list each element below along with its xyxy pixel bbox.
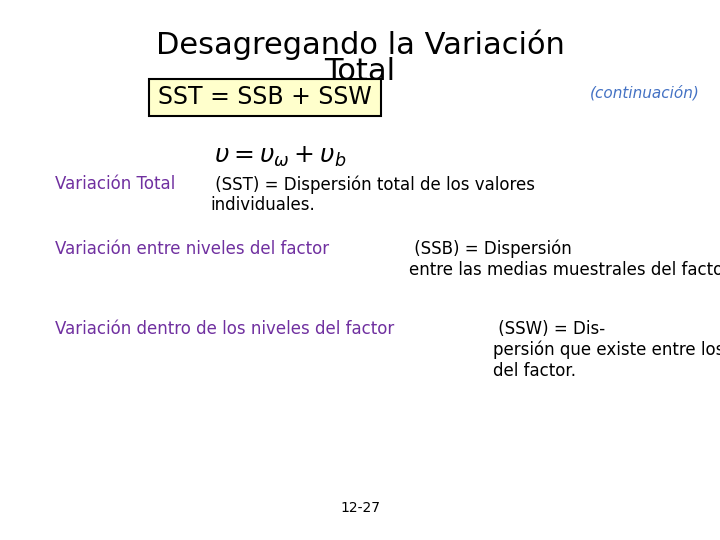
Text: Variación Total: Variación Total (55, 175, 175, 193)
Text: (SSB) = Dispersión
entre las medias muestrales del factor.: (SSB) = Dispersión entre las medias mues… (409, 240, 720, 279)
Text: SST = SSB + SSW: SST = SSB + SSW (158, 85, 372, 109)
Text: Variación dentro de los niveles del factor: Variación dentro de los niveles del fact… (55, 320, 395, 338)
Text: Desagregando la Variación: Desagregando la Variación (156, 30, 564, 60)
Text: Total: Total (325, 57, 395, 86)
Text: (continuación): (continuación) (590, 85, 700, 100)
Text: $\upsilon = \upsilon_{\omega} + \upsilon_{b}$: $\upsilon = \upsilon_{\omega} + \upsilon… (214, 145, 346, 169)
FancyBboxPatch shape (149, 78, 381, 116)
Text: (SST) = Dispersión total de los valores
individuales.: (SST) = Dispersión total de los valores … (210, 175, 535, 214)
Text: 12-27: 12-27 (340, 501, 380, 515)
Text: Variación entre niveles del factor: Variación entre niveles del factor (55, 240, 329, 258)
Text: (SSW) = Dis-
persión que existe entre los datos al interior de cada nivel
del fa: (SSW) = Dis- persión que existe entre lo… (492, 320, 720, 380)
